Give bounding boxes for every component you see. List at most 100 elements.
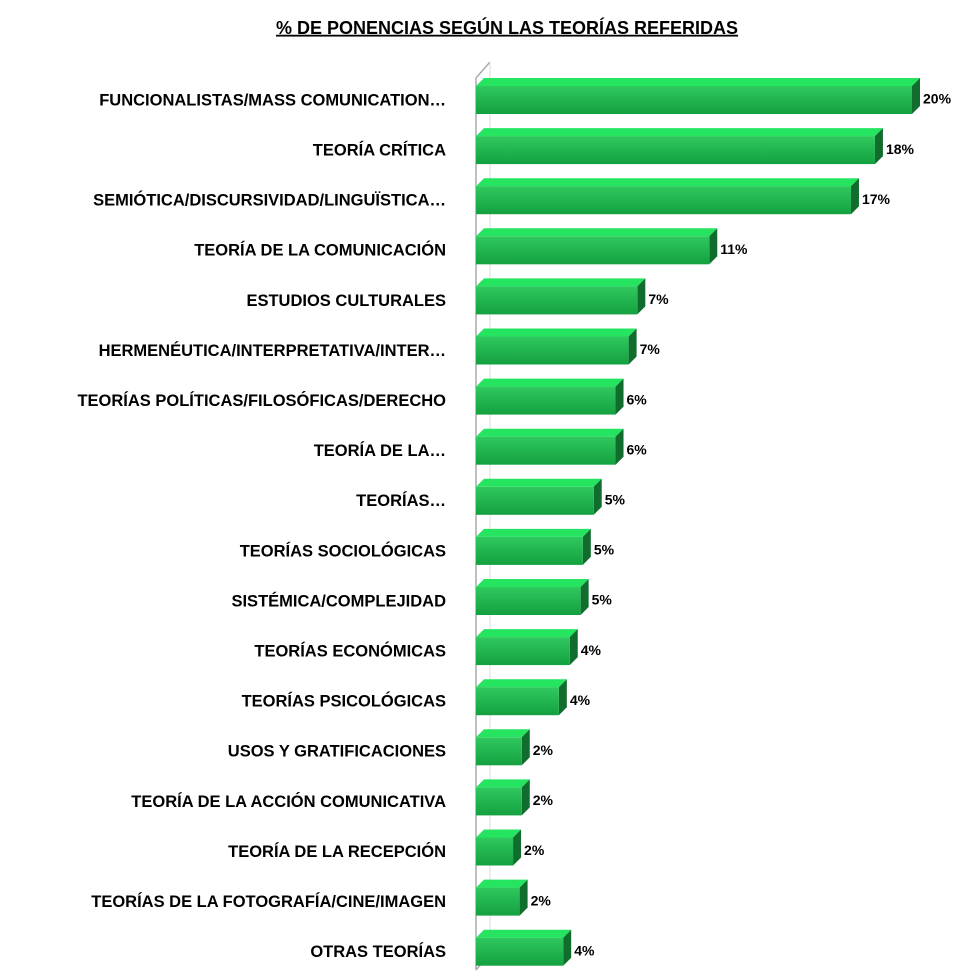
- category-label: TEORÍAS ECONÓMICAS: [254, 641, 446, 660]
- data-label: 2%: [533, 792, 554, 808]
- bar-top: [476, 829, 522, 838]
- bar: [476, 478, 602, 515]
- category-label: HERMENÉUTICA/INTERPRETATIVA/INTER…: [99, 341, 446, 360]
- bar-top: [476, 428, 624, 437]
- bar: [476, 879, 528, 916]
- bar-side: [569, 629, 578, 666]
- bar-side: [874, 128, 883, 165]
- bar-top: [476, 679, 567, 688]
- bar-side: [912, 78, 920, 114]
- data-label: 2%: [533, 742, 554, 758]
- bar: [476, 378, 624, 415]
- bar-front: [476, 536, 583, 565]
- bar-top: [476, 579, 589, 587]
- bar-top: [476, 629, 578, 638]
- bar-side: [582, 528, 591, 565]
- data-label: 18%: [886, 141, 915, 157]
- bar-front: [476, 86, 912, 114]
- category-label: TEORÍAS PSICOLÓGICAS: [242, 692, 446, 711]
- category-label: USOS Y GRATIFICACIONES: [228, 743, 446, 761]
- data-label: 6%: [627, 441, 648, 457]
- bar-front: [476, 637, 570, 666]
- bar-front: [476, 336, 629, 365]
- data-label: 4%: [570, 692, 591, 708]
- bar-front: [476, 587, 581, 615]
- bar-front: [476, 787, 522, 816]
- data-label: 5%: [592, 592, 613, 608]
- bar-top: [476, 128, 883, 137]
- bar: [476, 128, 883, 165]
- bar-side: [850, 178, 859, 215]
- data-label: 4%: [574, 942, 595, 958]
- category-label: OTRAS TEORÍAS: [310, 942, 446, 961]
- bar-side: [628, 328, 637, 365]
- bar: [476, 579, 589, 615]
- bar: [476, 829, 522, 866]
- bar: [476, 278, 646, 315]
- category-label: TEORÍA CRÍTICA: [313, 140, 446, 159]
- category-label: TEORÍAS DE LA FOTOGRAFÍA/CINE/IMAGEN: [91, 892, 446, 911]
- bar-front: [476, 937, 564, 966]
- bar-front: [476, 687, 559, 716]
- data-label: 17%: [862, 191, 891, 207]
- data-label: 2%: [531, 892, 552, 908]
- bar-side: [513, 829, 522, 866]
- bar: [476, 679, 567, 716]
- bar: [476, 178, 859, 215]
- data-label: 7%: [640, 341, 661, 357]
- bar-top: [476, 278, 646, 287]
- bar-top: [476, 729, 530, 738]
- bar-side: [521, 779, 530, 816]
- category-label: TEORÍA DE LA RECEPCIÓN: [228, 842, 446, 861]
- bar-front: [476, 887, 520, 916]
- bar-side: [593, 478, 602, 515]
- bar-top: [476, 328, 637, 337]
- bar: [476, 428, 624, 465]
- category-label: TEORÍA DE LA ACCIÓN COMUNICATIVA: [131, 792, 446, 811]
- data-label: 5%: [605, 492, 626, 508]
- bar-front: [476, 286, 638, 315]
- category-label: SISTÉMICA/COMPLEJIDAD: [231, 591, 446, 610]
- bar: [476, 228, 718, 265]
- bar-front: [476, 186, 851, 215]
- bar-side: [709, 228, 718, 265]
- bar-front: [476, 837, 514, 866]
- bar-side: [563, 929, 572, 966]
- category-label: TEORÍAS POLÍTICAS/FILOSÓFICAS/DERECHO: [77, 391, 446, 410]
- bar: [476, 629, 578, 666]
- category-label: SEMIÓTICA/DISCURSIVIDAD/LINGUÏSTICA…: [93, 191, 446, 210]
- category-label: ESTUDIOS CULTURALES: [246, 292, 446, 310]
- data-label: 2%: [524, 842, 545, 858]
- bar-top: [476, 879, 528, 888]
- bar-side: [637, 278, 646, 315]
- bar-front: [476, 486, 594, 515]
- bar-side: [558, 679, 567, 716]
- bar-top: [476, 528, 591, 537]
- bar-front: [476, 136, 875, 165]
- bar: [476, 528, 591, 565]
- data-label: 20%: [923, 91, 952, 107]
- bar-top: [476, 478, 602, 487]
- category-label: TEORÍA DE LA COMUNICACIÓN: [194, 241, 446, 260]
- bar-top: [476, 228, 718, 237]
- data-label: 7%: [648, 291, 669, 307]
- bar-top: [476, 779, 530, 788]
- bar-top: [476, 929, 572, 938]
- category-label: FUNCIONALISTAS/MASS COMUNICATION…: [99, 91, 446, 109]
- category-label: TEORÍAS…: [356, 491, 446, 510]
- category-label: TEORÍAS SOCIOLÓGICAS: [240, 541, 446, 560]
- bar: [476, 78, 920, 114]
- axis-depth-line: [475, 61, 491, 79]
- bar-top: [476, 78, 920, 86]
- bar-front: [476, 386, 616, 415]
- bar-front: [476, 737, 522, 766]
- bar-side: [615, 378, 624, 415]
- bar-front: [476, 436, 616, 465]
- data-label: 4%: [581, 642, 602, 658]
- data-label: 11%: [720, 241, 748, 257]
- bar-side: [521, 729, 530, 766]
- bar-front: [476, 236, 710, 265]
- chart-title: % DE PONENCIAS SEGÚN LAS TEORÍAS REFERID…: [276, 17, 738, 38]
- bar: [476, 929, 572, 966]
